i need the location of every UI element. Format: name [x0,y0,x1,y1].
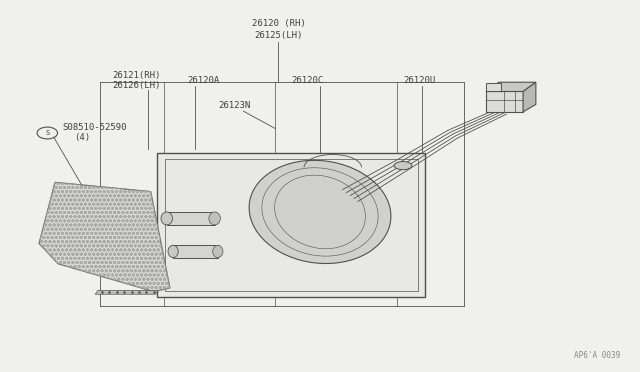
Text: 26120 (RH): 26120 (RH) [252,19,305,29]
Polygon shape [95,291,159,294]
Polygon shape [486,82,536,92]
Ellipse shape [249,160,391,263]
Ellipse shape [394,161,412,170]
Text: 26123N: 26123N [218,101,250,110]
Text: 26120C: 26120C [291,76,323,85]
Text: 26126(LH): 26126(LH) [113,81,161,90]
Ellipse shape [161,212,173,225]
Text: AP6'A 0039: AP6'A 0039 [574,351,620,360]
Text: (4): (4) [74,132,90,141]
Text: S08510-52590: S08510-52590 [62,123,127,132]
Text: 26125(LH): 26125(LH) [254,31,303,39]
Polygon shape [167,212,214,225]
Text: 26120U: 26120U [403,76,435,85]
Text: 26121(RH): 26121(RH) [113,71,161,80]
Polygon shape [157,153,426,297]
Polygon shape [523,82,536,112]
Text: 26120A: 26120A [187,76,220,85]
Ellipse shape [168,245,178,257]
Text: S: S [45,130,49,136]
Ellipse shape [212,245,223,257]
Polygon shape [173,245,218,257]
Ellipse shape [209,212,220,225]
Polygon shape [39,182,170,292]
Polygon shape [486,83,501,92]
Polygon shape [486,92,523,112]
